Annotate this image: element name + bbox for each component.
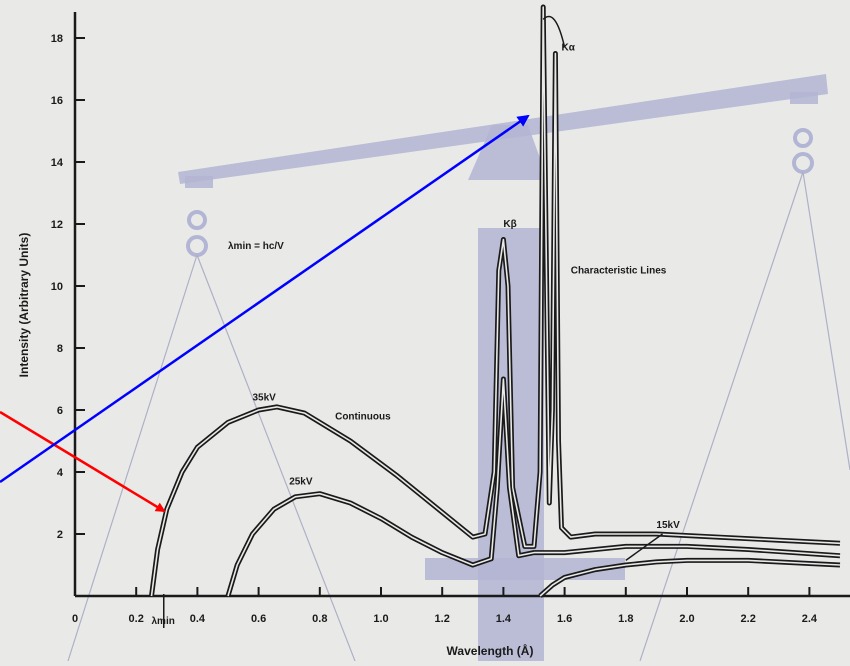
x-axis-label: Wavelength (Å) <box>447 643 534 658</box>
balance-string-right-a <box>639 171 804 662</box>
blue-arrow-pointer <box>0 114 530 484</box>
balance-scale-overlay <box>67 74 850 662</box>
balance-string-left-b <box>196 254 356 662</box>
kv15-pointer <box>625 533 663 561</box>
y-tick-label: 8 <box>57 343 63 355</box>
chart-annotation: Continuous <box>335 411 391 422</box>
x-tick-label: 2.0 <box>679 613 694 625</box>
annotation-layer: 35kV 25kV 15kV Continuous Kα Kβ Characteristic… <box>152 15 680 628</box>
series-line-inner <box>539 559 841 597</box>
x-tick-label: 0.4 <box>190 613 206 625</box>
y-tick-label: 6 <box>57 405 63 417</box>
series-line-inner <box>150 6 841 597</box>
balance-hook-left-lower <box>186 235 208 257</box>
balance-string-left-a <box>67 254 198 662</box>
x-axis-ticks: 0 0.2 0.4 0.6 0.8 1.0 1.2 1.4 1.6 1.8 2.0 2.2 2.4 <box>72 587 818 625</box>
x-tick-label: 0 <box>72 613 78 625</box>
y-axis-label: Intensity (Arbitrary Units) <box>17 233 31 378</box>
chart-annotation: Kβ <box>503 219 516 230</box>
x-tick-label: 1.4 <box>496 613 512 625</box>
y-tick-label: 14 <box>51 157 64 169</box>
chart-annotation: 35kV <box>252 393 276 404</box>
chart-axes <box>73 12 850 598</box>
x-tick-label: 0.2 <box>129 613 144 625</box>
y-tick-label: 4 <box>57 467 64 479</box>
y-axis-ticks: 2 4 6 8 10 12 14 16 18 <box>51 33 85 541</box>
x-tick-label: 1.6 <box>557 613 572 625</box>
balance-hook-right-upper <box>793 128 813 148</box>
chart-annotation: Characteristic Lines <box>571 266 667 277</box>
chart-annotation: 25kV <box>289 476 313 487</box>
y-tick-label: 16 <box>51 95 63 107</box>
x-tick-label: 1.0 <box>373 613 388 625</box>
balance-beam-cap-left <box>185 176 213 188</box>
red-arrow-pointer <box>0 410 166 513</box>
x-tick-label: 0.8 <box>312 613 327 625</box>
k-alpha-pointer <box>542 15 566 48</box>
y-tick-label: 12 <box>51 219 63 231</box>
balance-hook-right-lower <box>792 152 814 174</box>
balance-string-right-b <box>802 171 850 471</box>
balance-beam-cap-right <box>790 92 818 104</box>
series-line-inner <box>227 378 841 597</box>
x-tick-label: 1.2 <box>435 613 450 625</box>
x-tick-label: 1.8 <box>618 613 633 625</box>
x-tick-label: 0.6 <box>251 613 266 625</box>
y-tick-label: 10 <box>51 281 63 293</box>
balance-hook-left-upper <box>187 210 207 230</box>
balance-pivot <box>468 125 548 180</box>
chart-annotation: λmin = hc/V <box>228 241 284 252</box>
series-layer <box>149 4 841 598</box>
chart-annotation: Kα <box>562 42 576 53</box>
x-tick-label: 2.2 <box>741 613 756 625</box>
chart-annotation: 15kV <box>656 520 680 531</box>
x-tick-label: 2.4 <box>802 613 818 625</box>
y-tick-label: 18 <box>51 33 63 45</box>
y-tick-label: 2 <box>57 529 63 541</box>
